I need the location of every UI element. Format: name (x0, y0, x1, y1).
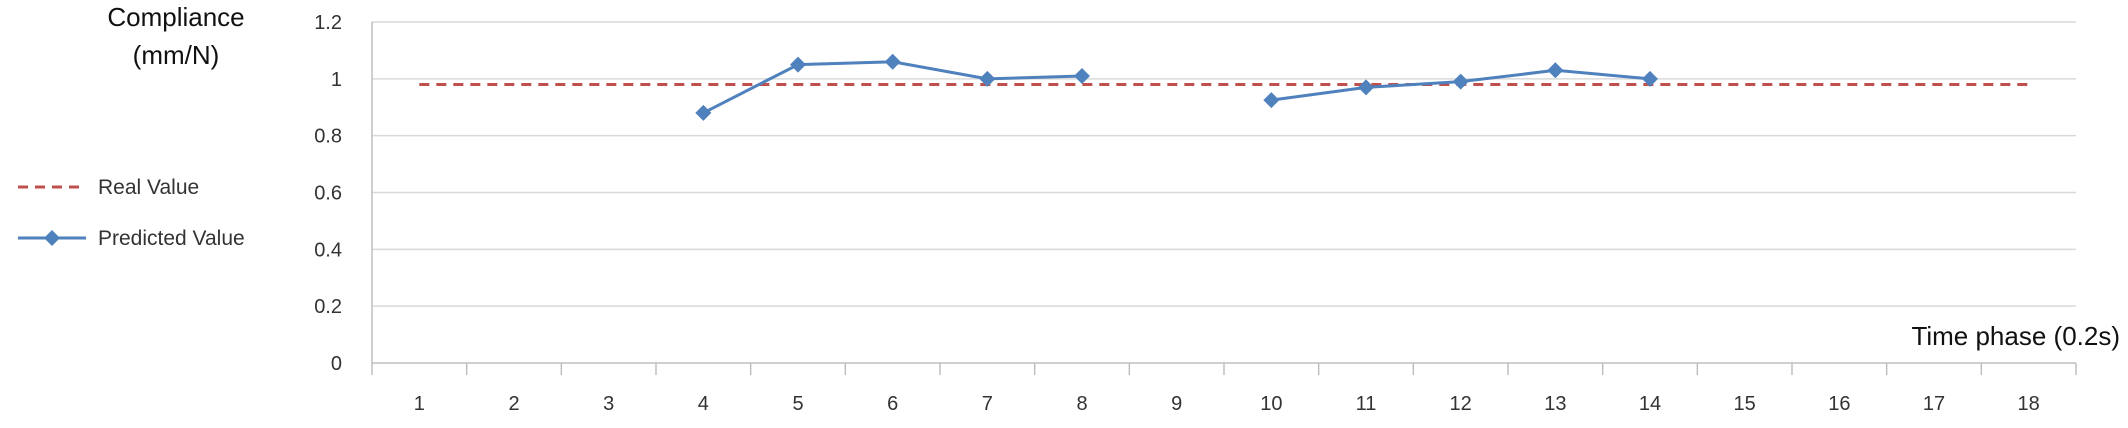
x-tick-label-12: 12 (1450, 393, 1472, 415)
gridlines (372, 21, 2076, 307)
legend-predicted-value-label: Predicted Value (98, 227, 245, 250)
predicted-value-point-8 (1074, 67, 1090, 84)
x-tick-label-10: 10 (1260, 393, 1282, 415)
predicted-value-point-12 (1452, 73, 1469, 90)
legend: Real Value Predicted Value (18, 176, 245, 250)
predicted-value-point-7 (979, 70, 996, 87)
predicted-value-point-13 (1547, 62, 1564, 79)
predicted-value-point-5 (790, 56, 806, 73)
x-tick-label-3: 3 (603, 393, 614, 415)
y-tick-label-0.8: 0.8 (314, 126, 342, 148)
y-tick-label-1: 1 (331, 69, 342, 91)
y-tick-label-0.2: 0.2 (314, 296, 342, 318)
x-tick-labels: 1 2 3 4 5 6 7 8 9 10 11 12 13 14 15 16 17 18 (414, 393, 2040, 415)
x-tick-label-7: 7 (982, 393, 993, 415)
x-tick-label-11: 11 (1356, 393, 1377, 415)
predicted-value-point-6 (884, 53, 901, 70)
series-group (419, 53, 2029, 121)
y-tick-label-0.4: 0.4 (314, 239, 342, 261)
x-tick-label-8: 8 (1076, 393, 1087, 415)
axes (371, 22, 2077, 375)
y-tick-label-0: 0 (331, 353, 342, 375)
x-axis-label: Time phase (0.2s) (1911, 321, 2120, 351)
y-tick-label-0.6: 0.6 (314, 183, 342, 205)
x-tick-label-9: 9 (1171, 393, 1182, 415)
x-tick-label-14: 14 (1639, 393, 1661, 415)
x-tick-label-17: 17 (1923, 393, 1945, 415)
x-tick-label-2: 2 (508, 393, 519, 415)
x-tick-label-18: 18 (2018, 393, 2040, 415)
legend-real-value-label: Real Value (98, 176, 199, 199)
x-tick-label-6: 6 (887, 393, 898, 415)
x-tick-label-13: 13 (1544, 393, 1566, 415)
x-tick-label-4: 4 (698, 393, 709, 415)
legend-predicted-value-marker (44, 230, 60, 246)
x-tick-label-5: 5 (792, 393, 803, 415)
x-tick-label-1: 1 (414, 393, 425, 415)
y-tick-labels: 0 0.2 0.4 0.6 0.8 1 1.2 (314, 12, 342, 375)
predicted-value-point-14 (1642, 70, 1658, 87)
y-tick-label-1.2: 1.2 (314, 12, 342, 34)
predicted-value-point-11 (1358, 79, 1374, 96)
predicted-value-point-10 (1263, 92, 1280, 109)
y-axis-label-line2: (mm/N) (133, 40, 220, 70)
y-axis-label-line1: Compliance (107, 2, 244, 32)
x-tick-label-15: 15 (1734, 393, 1756, 415)
x-tick-label-16: 16 (1828, 393, 1850, 415)
predicted-value-point-4 (695, 104, 712, 121)
